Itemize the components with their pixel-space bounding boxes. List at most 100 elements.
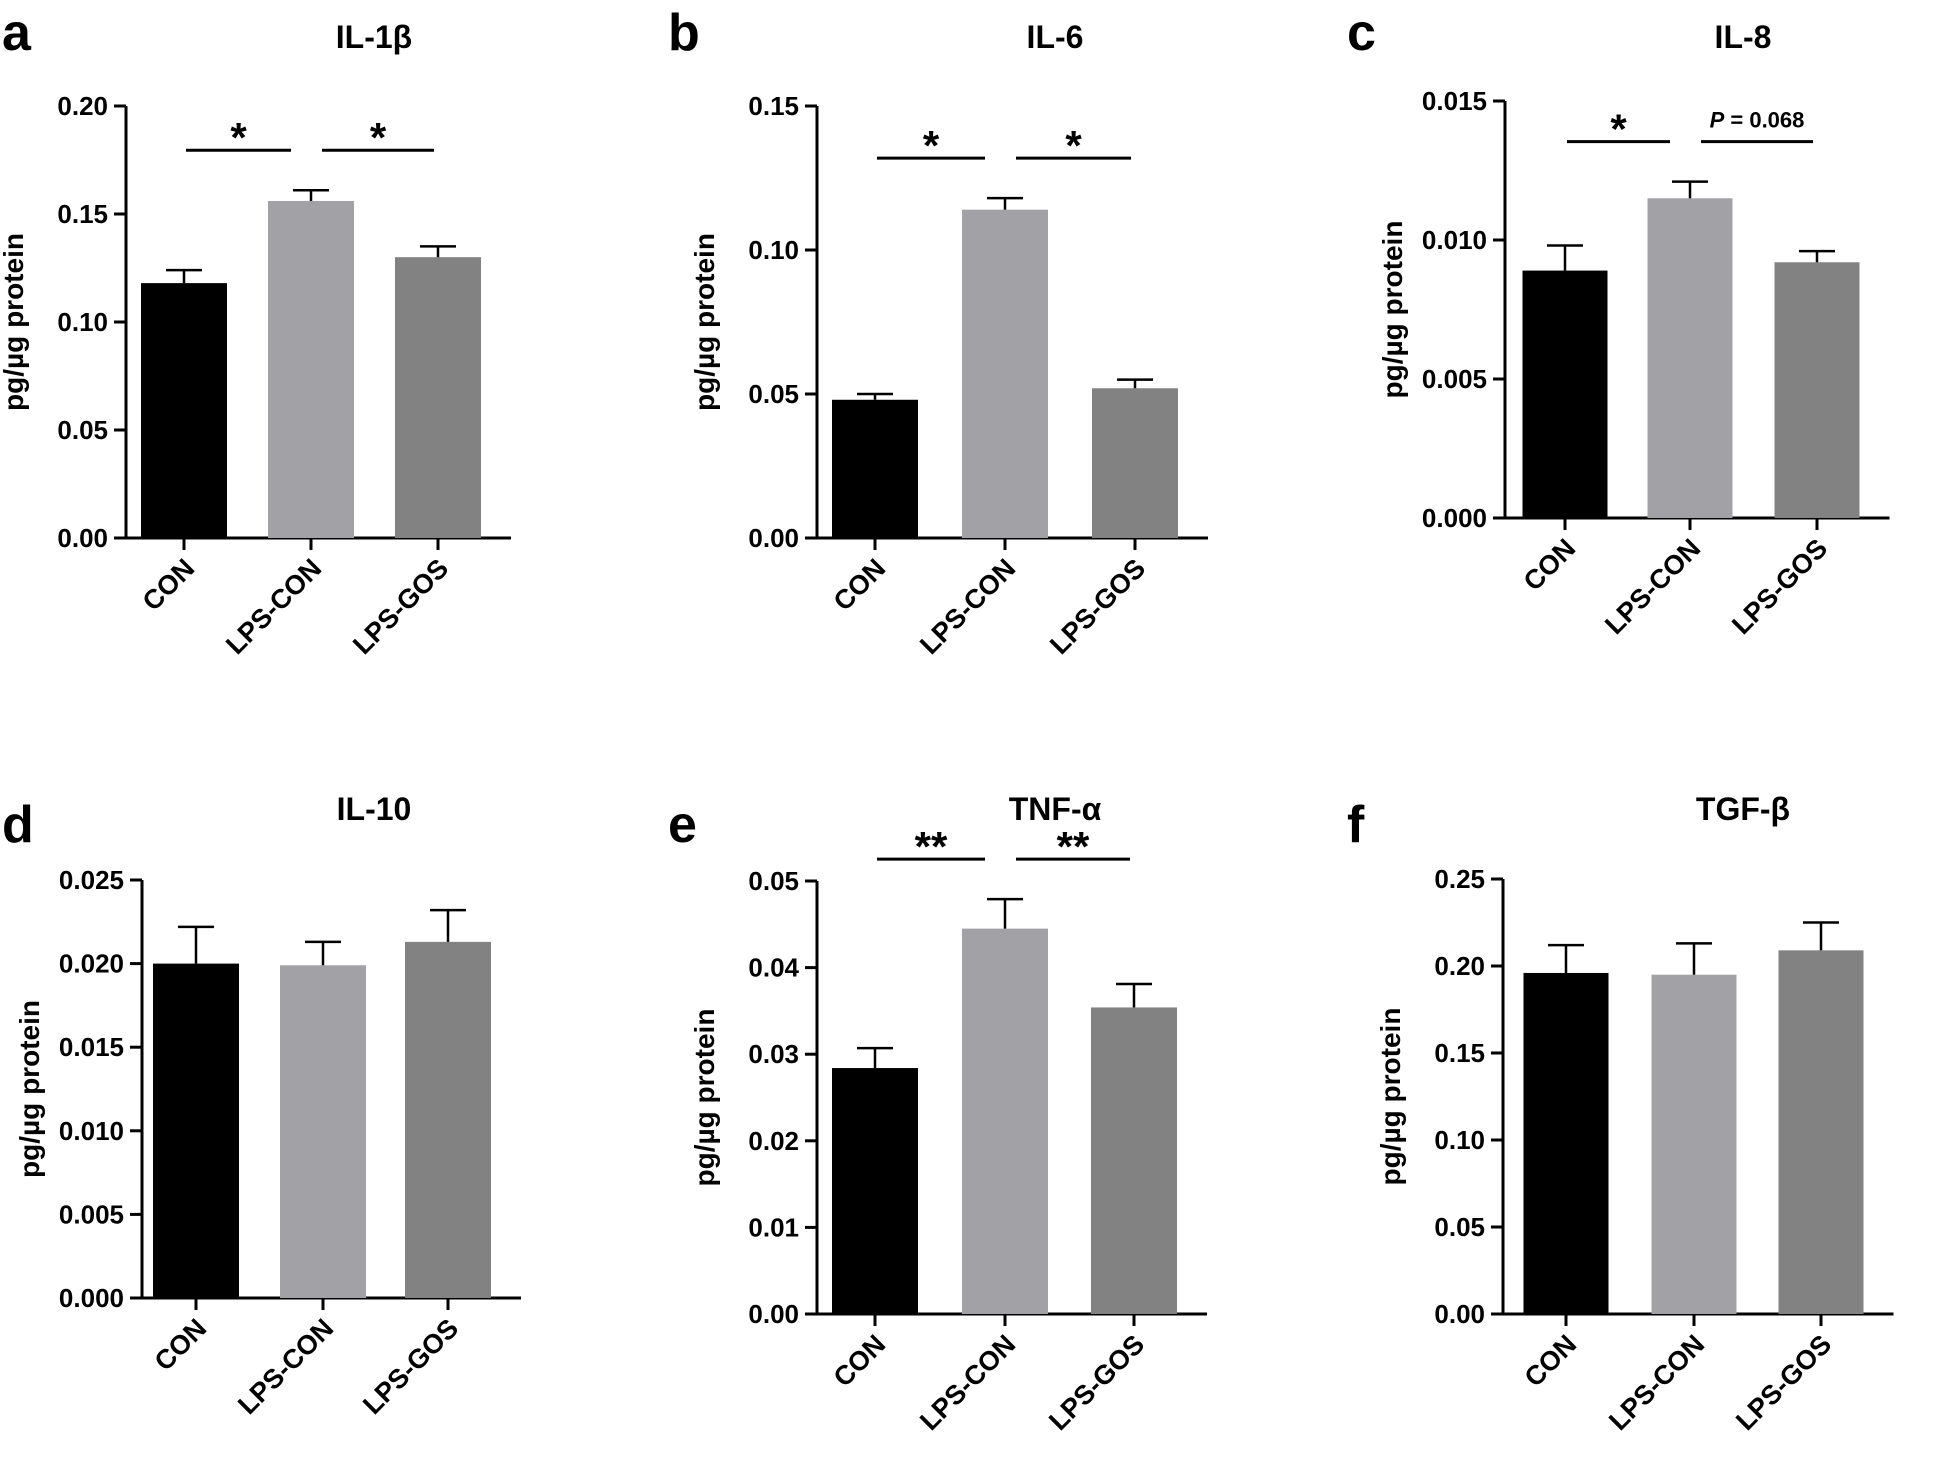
chart-title: TGF-β	[1696, 791, 1790, 827]
x-tick-label: LPS-CON	[220, 553, 327, 660]
significance-label: *	[370, 114, 387, 161]
chart-title: TNF-α	[1009, 791, 1102, 827]
y-tick-label: 0.25	[1434, 864, 1485, 894]
panel-letter: d	[2, 796, 34, 854]
bar-lps-con	[280, 965, 366, 1298]
bar-lps-gos	[1778, 950, 1864, 1314]
panel-letter: c	[1347, 4, 1376, 62]
x-tick-label: LPS-CON	[1603, 1329, 1710, 1436]
y-tick-label: 0.03	[748, 1039, 799, 1069]
y-tick-label: 0.000	[59, 1283, 124, 1313]
y-tick-label: 0.10	[748, 235, 799, 265]
x-tick-label: CON	[137, 553, 201, 617]
bar-lps-con	[962, 209, 1048, 538]
y-tick-label: 0.00	[57, 523, 108, 553]
x-tick-label: LPS-CON	[914, 1329, 1021, 1436]
bar-lps-gos	[405, 941, 491, 1298]
x-tick-label: LPS-GOS	[1043, 1329, 1150, 1436]
panel-d: d IL-10 0.000 0.005 0.010 0.015 0.020 0.025 pg/µ…	[2, 791, 521, 1420]
x-tick-label: CON	[1519, 1329, 1583, 1393]
bar-lps-con	[1651, 974, 1737, 1314]
y-tick-label: 0.02	[748, 1126, 799, 1156]
x-tick-label: LPS-GOS	[347, 553, 454, 660]
bar-lps-con	[962, 928, 1048, 1314]
x-tick-label: LPS-CON	[914, 553, 1021, 660]
panel-letter: a	[2, 4, 32, 62]
bar-lps-gos	[1091, 1007, 1177, 1314]
bar-lps-con	[268, 201, 354, 539]
significance-label: *	[1610, 106, 1627, 153]
bar-con	[141, 283, 227, 538]
y-tick-label: 0.00	[1434, 1299, 1485, 1329]
y-tick-label: 0.05	[748, 379, 799, 409]
y-tick-label: 0.00	[748, 523, 799, 553]
y-axis-label: pg/µg protein	[0, 233, 29, 411]
y-tick-label: 0.01	[748, 1212, 799, 1242]
chart-title: IL-1β	[336, 19, 412, 55]
significance-label: *	[1065, 122, 1082, 169]
x-tick-label: LPS-GOS	[357, 1313, 464, 1420]
panel-letter: e	[668, 796, 697, 854]
x-tick-label: LPS-CON	[1599, 533, 1706, 640]
y-tick-label: 0.05	[1434, 1212, 1485, 1242]
significance-label: **	[915, 823, 948, 870]
y-axis-label: pg/µg protein	[1377, 221, 1408, 399]
bar-con	[1522, 270, 1608, 518]
y-tick-label: 0.015	[1422, 86, 1487, 116]
x-tick-label: CON	[828, 553, 892, 617]
y-tick-label: 0.005	[59, 1199, 124, 1229]
y-tick-label: 0.025	[59, 865, 124, 895]
panel-b: b IL-6 0.00 0.05 0.10 0.15 pg/µg protein CON LPS…	[668, 4, 1208, 660]
y-axis-label: pg/µg protein	[689, 1009, 720, 1187]
y-tick-label: 0.00	[748, 1299, 799, 1329]
y-tick-label: 0.15	[748, 91, 799, 121]
significance-label: *	[230, 114, 247, 161]
y-tick-label: 0.010	[1422, 225, 1487, 255]
y-tick-label: 0.04	[748, 953, 799, 983]
y-tick-label: 0.15	[57, 199, 108, 229]
y-tick-label: 0.005	[1422, 364, 1487, 394]
x-tick-label: LPS-GOS	[1730, 1329, 1837, 1436]
y-tick-label: 0.10	[57, 307, 108, 337]
panel-a: a IL-1β 0.00 0.05 0.10 0.15 0.20 pg/µg protein C…	[0, 4, 511, 660]
x-tick-label: CON	[149, 1313, 213, 1377]
y-tick-label: 0.05	[57, 415, 108, 445]
bar-con	[832, 399, 918, 538]
significance-label: P = 0.068	[1710, 108, 1805, 133]
y-axis-label: pg/µg protein	[14, 1000, 45, 1178]
significance-label: *	[923, 122, 940, 169]
bar-lps-gos	[1774, 262, 1860, 518]
y-tick-label: 0.010	[59, 1116, 124, 1146]
bar-lps-gos	[1092, 388, 1178, 538]
y-tick-label: 0.015	[59, 1032, 124, 1062]
panel-f: f TGF-β 0.00 0.05 0.10 0.15 0.20 0.25 pg/µg prot…	[1347, 791, 1894, 1436]
bar-lps-gos	[395, 257, 481, 538]
bar-lps-con	[1647, 198, 1733, 519]
panel-c: c IL-8 0.000 0.005 0.010 0.015 pg/µg protein CO…	[1347, 4, 1890, 640]
y-axis-label: pg/µg protein	[689, 233, 720, 411]
chart-title: IL-10	[337, 791, 412, 827]
y-tick-label: 0.10	[1434, 1125, 1485, 1155]
x-tick-label: LPS-CON	[232, 1313, 339, 1420]
chart-title: IL-8	[1715, 19, 1772, 55]
y-tick-label: 0.05	[748, 866, 799, 896]
x-tick-label: LPS-GOS	[1726, 533, 1833, 640]
y-tick-label: 0.20	[1434, 951, 1485, 981]
significance-label: **	[1057, 823, 1090, 870]
bar-con	[153, 963, 239, 1298]
y-axis-label: pg/µg protein	[1375, 1008, 1406, 1186]
chart-title: IL-6	[1027, 19, 1084, 55]
y-tick-label: 0.000	[1422, 503, 1487, 533]
x-tick-label: CON	[1518, 533, 1582, 597]
y-tick-label: 0.15	[1434, 1038, 1485, 1068]
bar-con	[1523, 972, 1609, 1314]
panel-letter: f	[1347, 796, 1365, 854]
y-tick-label: 0.20	[57, 91, 108, 121]
panel-letter: b	[668, 4, 700, 62]
bar-con	[832, 1068, 918, 1314]
panel-e: e TNF-α 0.00 0.01 0.02 0.03 0.04 0.05 pg/µg prot…	[668, 791, 1207, 1436]
x-tick-label: LPS-GOS	[1044, 553, 1151, 660]
x-tick-label: CON	[828, 1329, 892, 1393]
y-tick-label: 0.020	[59, 949, 124, 979]
